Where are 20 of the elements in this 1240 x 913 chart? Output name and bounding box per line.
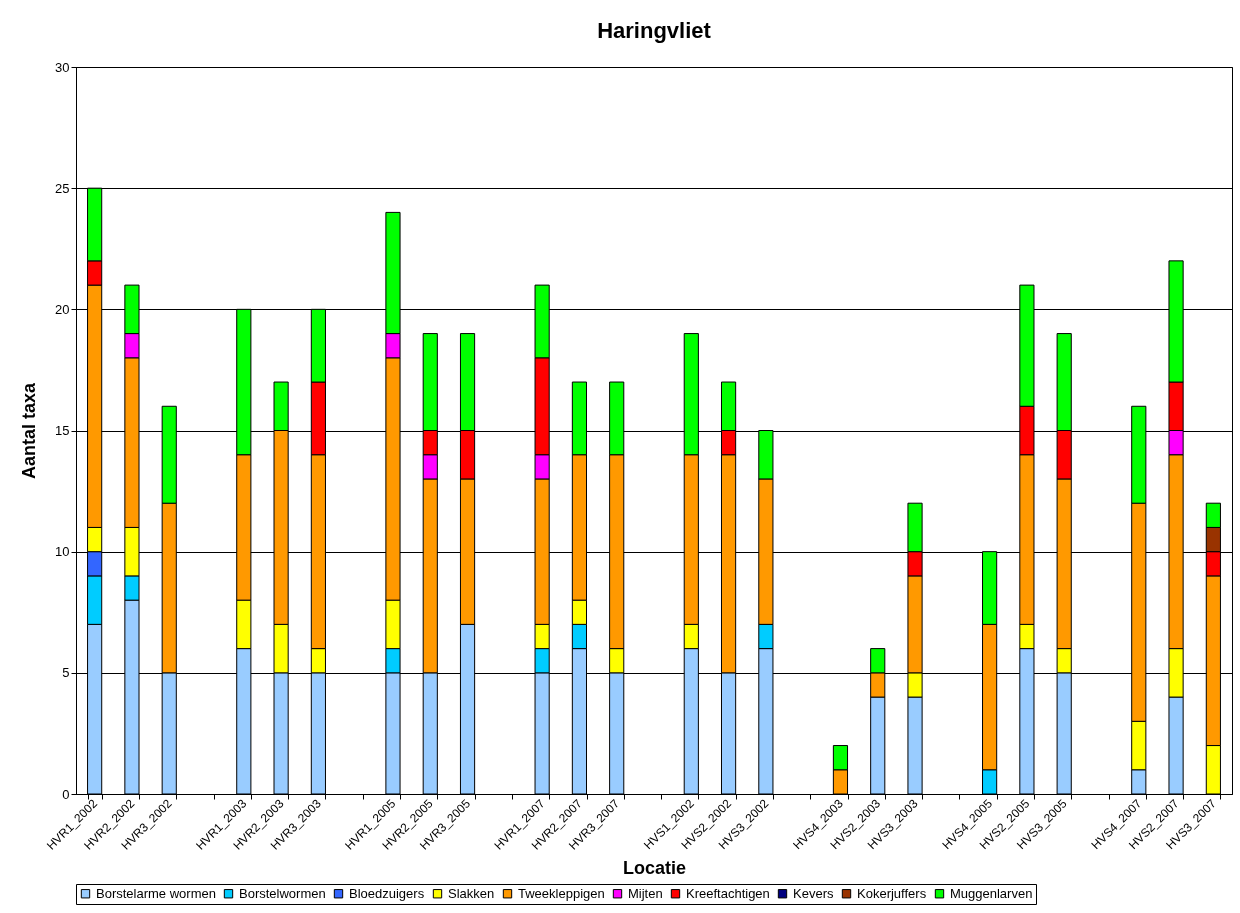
y-tick-label: 10 xyxy=(55,544,70,560)
y-axis-title: Aantal taxa xyxy=(19,382,40,480)
legend-label: Tweekleppigen xyxy=(518,885,605,901)
legend-label: Borstelwormen xyxy=(239,885,326,901)
legend-label: Slakken xyxy=(448,885,495,901)
legend-label: Mijten xyxy=(628,885,663,901)
y-tick-label: 20 xyxy=(55,301,70,317)
legend-label: Kreeftachtigen xyxy=(686,885,770,901)
legend-label: Kevers xyxy=(793,885,834,901)
legend-label: Kokerjuffers xyxy=(857,885,927,901)
y-tick-label: 30 xyxy=(55,59,70,75)
y-tick-label: 15 xyxy=(55,423,70,438)
chart-title: Haringvliet xyxy=(597,18,712,43)
y-tick-label: 25 xyxy=(55,180,70,196)
legend-label: Bloedzuigers xyxy=(349,885,425,901)
legend-label: Borstelarme wormen xyxy=(96,885,216,901)
y-tick-label: 5 xyxy=(62,665,70,681)
x-axis-title: Locatie xyxy=(622,857,687,878)
y-tick-label: 0 xyxy=(62,786,70,802)
legend-label: Muggenlarven xyxy=(950,885,1033,901)
